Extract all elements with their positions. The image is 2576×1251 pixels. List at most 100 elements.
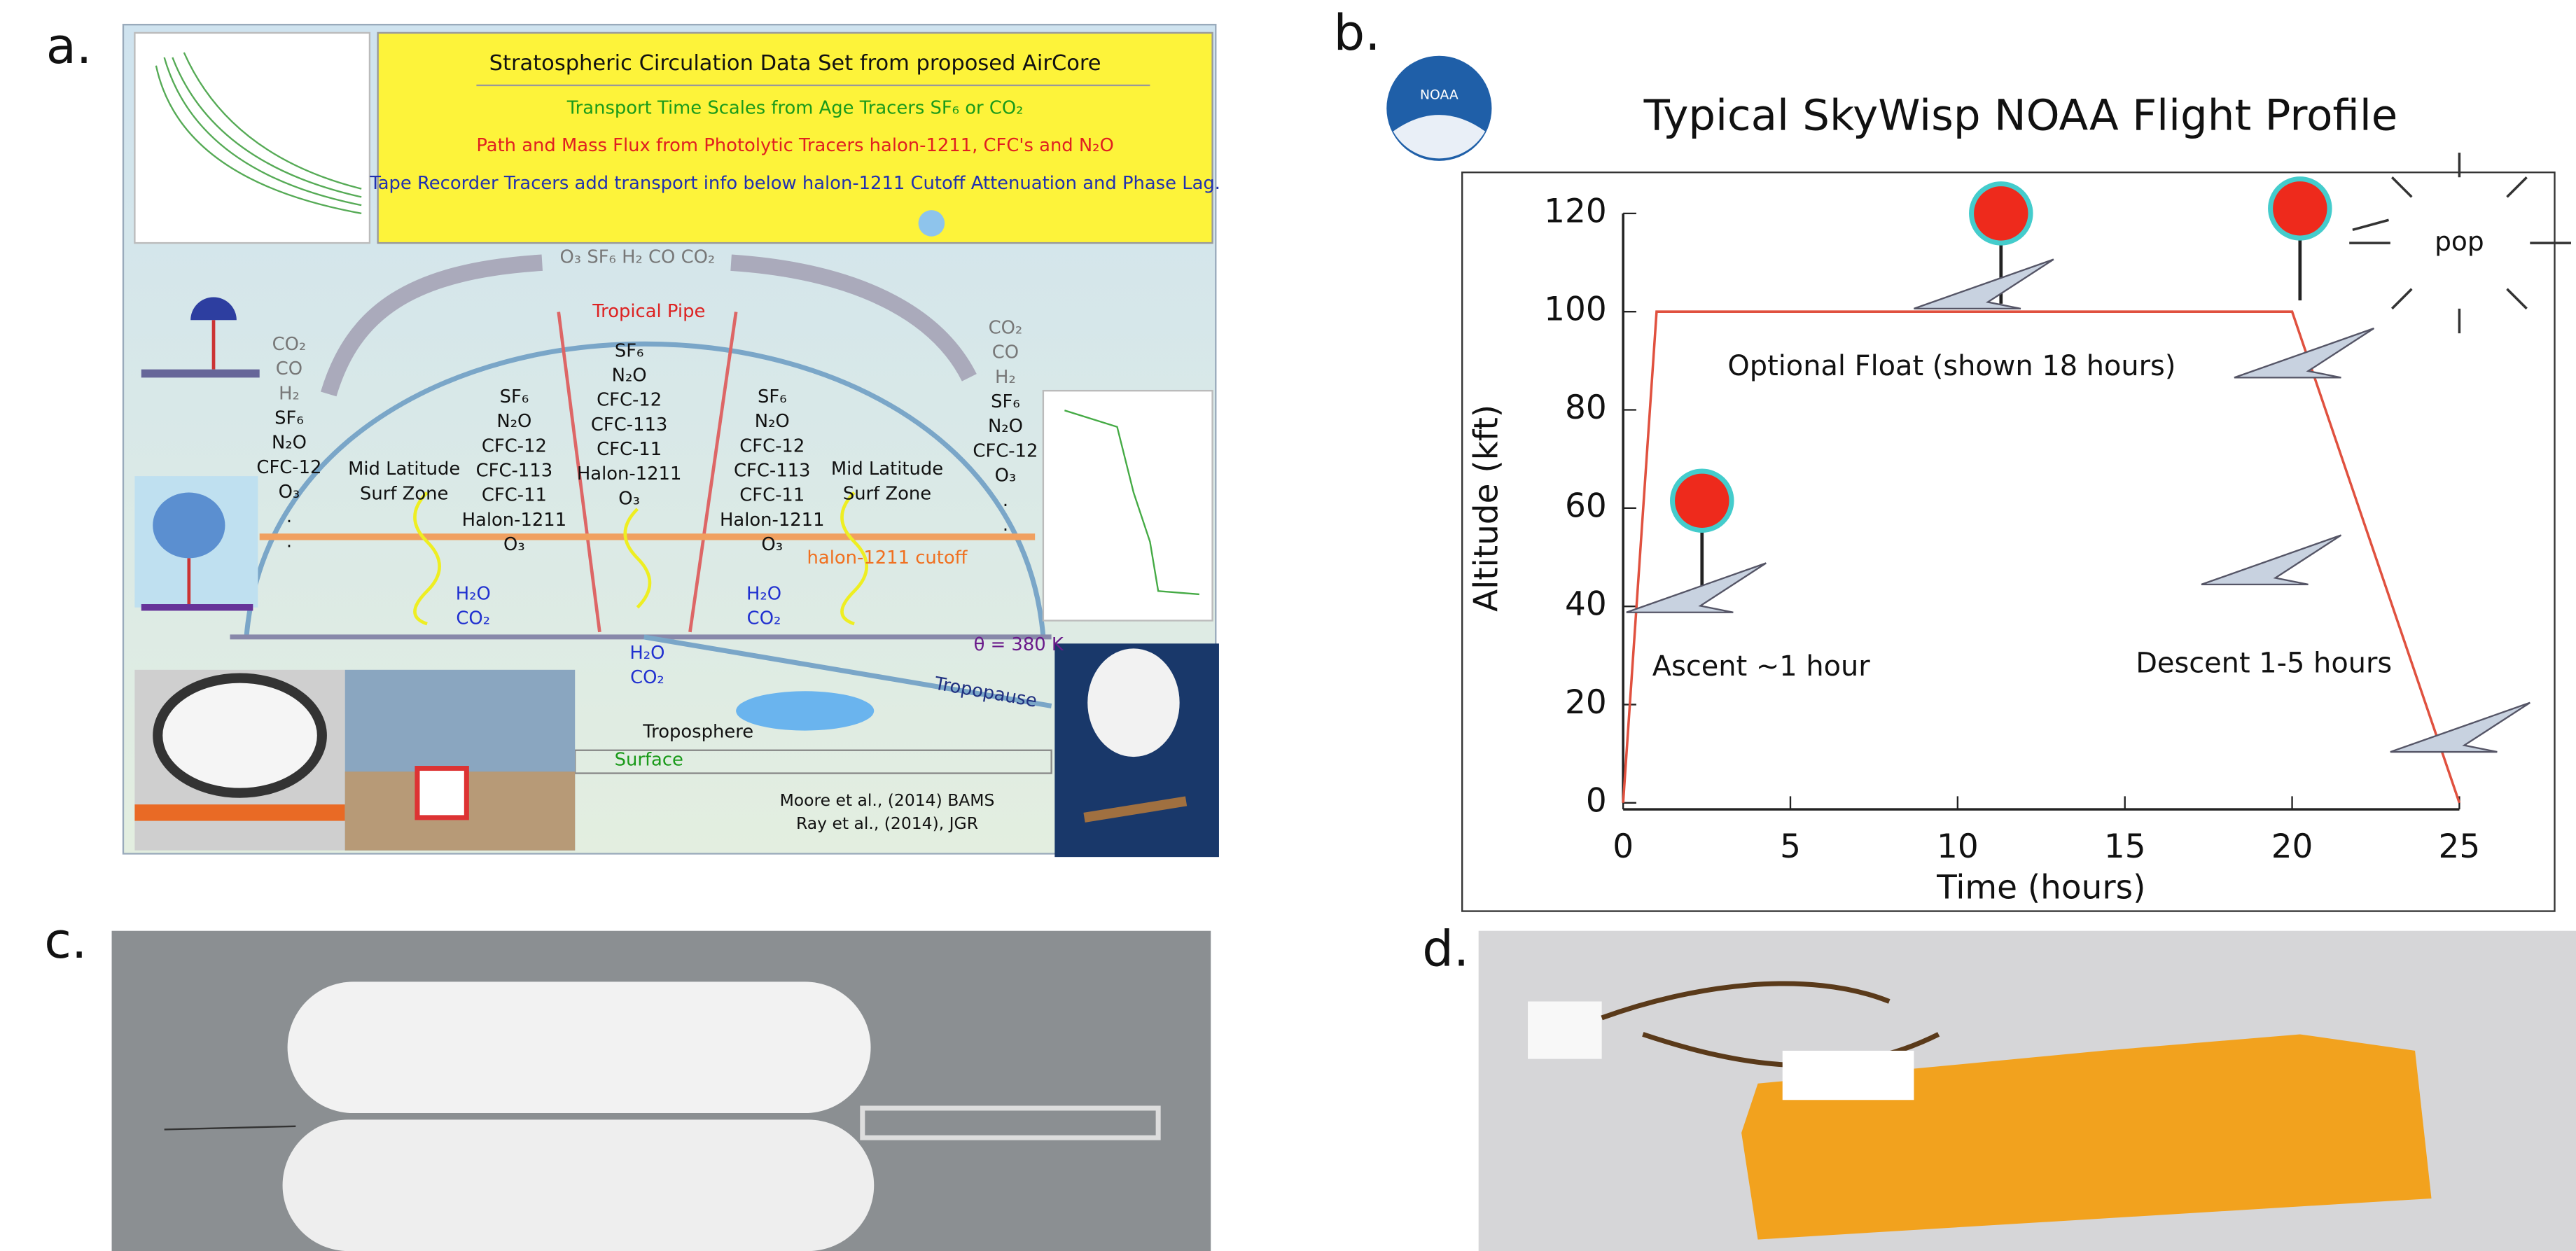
title-box-line: Path and Mass Flux from Photolytic Trace… [476,135,1113,156]
y-tick-label: 60 [1565,487,1607,525]
balloon [2271,179,2330,238]
annotation: Optional Float (shown 18 hours) [1727,350,2175,382]
annotation: pop [2435,226,2484,257]
photo-d-connector [1528,1002,1602,1059]
photo-c-top [288,981,871,1113]
species-label: CFC-12 [739,435,805,456]
species-label: N₂O [755,411,790,432]
icon-bar [141,604,253,610]
x-tick-label: 25 [2439,827,2481,866]
species-label: N₂O [612,365,647,386]
species-label: O₃ [618,488,640,509]
species-label: CFC-113 [591,414,667,435]
reference: Ray et al., (2014), JGR [796,813,978,833]
species-label: CFC-12 [973,440,1038,461]
species-label: N₂O [272,433,307,454]
species-label: . [286,531,292,552]
water-label: CO₂ [456,608,490,629]
logo-text: NOAA [1420,88,1458,103]
species-label: SF₆ [991,391,1020,412]
species-label: CFC-113 [476,461,552,482]
species-label: CO₂ [272,334,307,355]
icon-bar [141,370,260,378]
species-label: CO [992,342,1019,363]
species-label: O₃ [761,534,783,555]
surf-zone: Mid Latitude [831,459,943,480]
x-tick-label: 10 [1937,827,1979,866]
species-label: CFC-113 [734,461,810,482]
surface-label: Surface [615,749,683,770]
water-label: H₂O [629,643,664,664]
title-box-line: Tape Recorder Tracers add transport info… [369,173,1220,194]
panel-label: d. [1422,921,1469,978]
annotation: Descent 1-5 hours [2136,647,2392,679]
panel-label: b. [1334,4,1381,62]
species-label: Halon-1211 [577,463,682,484]
icon-balloon [153,493,225,559]
sun-icon [919,210,945,237]
title-box-line: Transport Time Scales from Age Tracers S… [566,97,1024,118]
surf-zone: Surf Zone [360,483,448,504]
y-axis-label: Altitude (kft) [1467,405,1505,612]
water-label: CO₂ [630,667,664,688]
y-tick-label: 100 [1544,291,1607,329]
photo-1-detail [134,804,344,820]
species-label: SF₆ [274,408,304,429]
annotation: Ascent ~1 hour [1652,650,1870,683]
species-label: CFC-11 [482,485,547,506]
cutoff-label: halon-1211 cutoff [807,547,968,568]
y-tick-label: 0 [1586,781,1607,820]
water-label: CO₂ [747,608,781,629]
surf-zone: Surf Zone [843,483,931,504]
species-label: H₂ [279,383,300,404]
species-label: N₂O [988,416,1023,437]
species-label: O₃ [279,482,300,503]
photo-3-balloon [1087,648,1179,757]
species-label: SF₆ [615,340,644,361]
photo-d-part [1783,1051,1914,1100]
species-label: . [1003,515,1008,536]
y-tick-label: 120 [1544,192,1607,230]
species-label: SF₆ [758,386,787,407]
x-tick-label: 5 [1780,827,1801,866]
balloon [1972,184,2031,243]
species-label: . [1003,490,1008,511]
species-label: CFC-12 [256,457,321,478]
species-label: CFC-11 [739,485,805,506]
y-tick-label: 20 [1565,683,1607,722]
species-label: N₂O [496,411,531,432]
x-tick-label: 20 [2271,827,2313,866]
water-label: H₂O [456,583,491,604]
species-label: H₂ [995,367,1016,388]
species-label: Halon-1211 [462,510,567,531]
species-label: O₃ [995,466,1017,487]
species-label: CFC-12 [597,390,662,411]
x-tick-label: 15 [2104,827,2146,866]
tropical-pipe: Tropical Pipe [592,301,705,322]
page: {"panels":{"a":"a.","b":"b.","c":"c.","d… [0,0,2576,1251]
species-label: CO [276,358,302,379]
profile-thumbnail [1043,391,1213,620]
photo-2-detail [417,769,466,818]
panel-label: c. [44,912,87,970]
species-label: Halon-1211 [720,510,825,531]
arch-label: O₃ SF₆ H₂ CO CO₂ [559,247,715,268]
surf-zone: Mid Latitude [348,459,460,480]
theta-label: θ = 380 K [974,634,1064,655]
y-tick-label: 40 [1565,585,1607,624]
species-label: O₃ [503,534,525,555]
water-label: H₂O [746,583,781,604]
title-box-line: Stratospheric Circulation Data Set from … [489,51,1101,76]
y-tick-label: 80 [1565,389,1607,427]
species-label: SF₆ [500,386,529,407]
thumbnail-chart [134,33,370,243]
species-label: CFC-12 [482,435,547,456]
species-label: CO₂ [989,318,1023,339]
photo-c-bottom [283,1119,875,1251]
troposphere-label: Troposphere [642,721,753,742]
panel-label: a. [46,18,92,75]
balloon [1673,471,1732,530]
photo-1-detail [158,678,322,793]
species-label: CFC-11 [597,439,662,460]
x-tick-label: 0 [1613,827,1634,866]
